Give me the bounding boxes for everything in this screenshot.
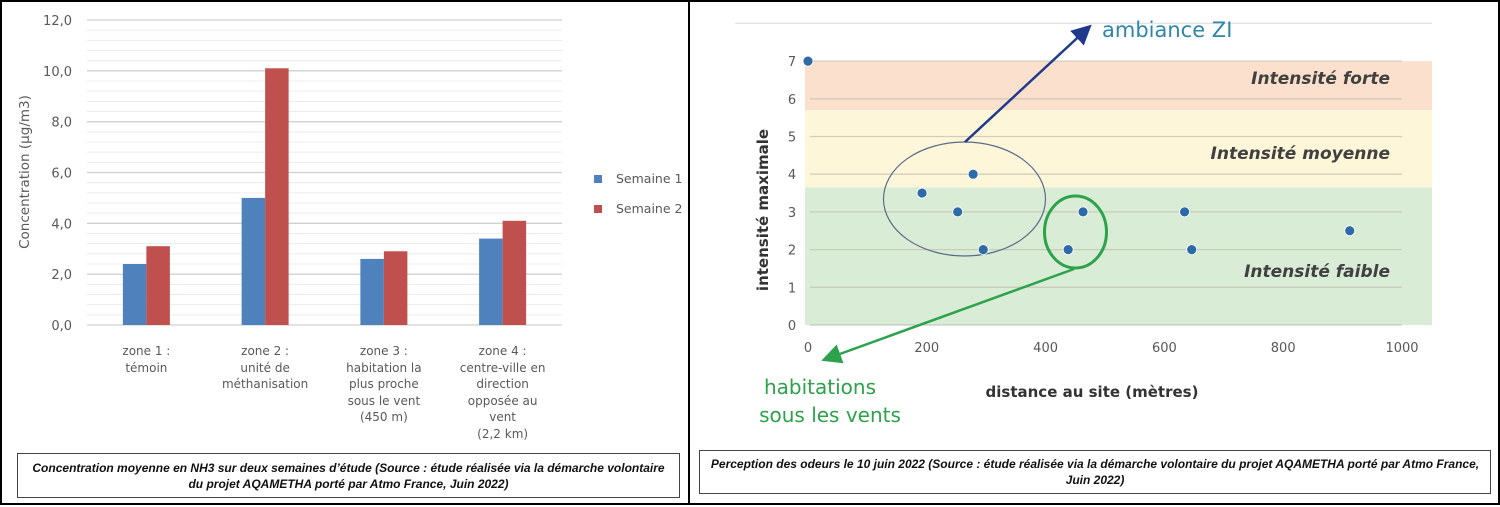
data-point <box>952 206 964 218</box>
legend-item-semaine-2: Semaine 2 <box>594 201 682 216</box>
x-tick-label: 800 <box>1271 341 1296 356</box>
y-tick-label: 2 <box>788 244 796 259</box>
legend-label-semaine-1: Semaine 1 <box>616 171 683 186</box>
scatter-y-ticks: 0 1 2 3 4 5 6 7 <box>788 55 796 334</box>
habitations-label-line-2: sous les vents <box>759 403 901 427</box>
legend-item-semaine-1: Semaine 1 <box>594 171 682 186</box>
category-label: zone 1 : témoin <box>122 344 171 375</box>
data-point <box>1179 206 1190 218</box>
y-tick-label: 7 <box>788 55 796 70</box>
data-point <box>977 244 989 256</box>
habitations-ellipse <box>1043 194 1108 270</box>
intensity-band <box>805 61 1432 111</box>
x-tick-label: 400 <box>1033 341 1058 356</box>
intensity-band-label: Intensité faible <box>1244 262 1390 282</box>
x-tick-label: 1000 <box>1385 341 1418 356</box>
bar-semaine-2 <box>265 68 289 326</box>
y-tick-label: 4 <box>788 168 796 183</box>
x-tick-label: 0 <box>804 341 812 356</box>
y-tick-label: 12,0 <box>43 14 72 29</box>
intensity-band-labels: Intensité forte Intensité moyenne Intensit… <box>1211 69 1390 282</box>
intensity-band-label: Intensité moyenne <box>1211 144 1390 164</box>
y-tick-label: 0,0 <box>51 319 72 334</box>
bar-semaine-2 <box>502 220 527 325</box>
habitations-label-line-1: habitations <box>764 375 876 399</box>
y-tick-label: 3 <box>788 206 796 221</box>
intensity-band <box>805 187 1432 325</box>
legend-swatch-semaine-1 <box>594 174 602 183</box>
intensity-bands <box>805 61 1432 325</box>
x-tick-label: 600 <box>1152 341 1177 356</box>
bar-chart-caption-text: Concentration moyenne en NH3 sur deux se… <box>32 460 665 491</box>
legend-swatch-semaine-2 <box>594 204 602 213</box>
scatter-points <box>802 55 1356 256</box>
y-tick-label: 0 <box>788 319 796 334</box>
habitations-arrow <box>821 267 1075 364</box>
y-tick-label: 6 <box>788 93 796 108</box>
bar-semaine-1 <box>360 258 384 325</box>
ambiance-zi-ellipse <box>882 141 1047 257</box>
x-tick-label: 200 <box>914 341 939 356</box>
scatter-chart-caption-text: Perception des odeurs le 10 juin 2022 (S… <box>710 457 1480 487</box>
y-tick-label: 5 <box>788 131 796 146</box>
scatter-y-axis-label: intensité maximale <box>754 129 772 291</box>
bar-chart-panel: 0,0 2,0 4,0 6,0 8,0 10,0 12,0 Concentration (µ… <box>0 0 690 505</box>
y-tick-label: 1 <box>788 281 796 296</box>
scatter-x-axis-label: distance au site (mètres) <box>986 383 1199 401</box>
scatter-chart-caption: Perception des odeurs le 10 juin 2022 (S… <box>699 450 1491 494</box>
ambiance-zi-label: ambiance ZI <box>1102 18 1232 42</box>
data-point <box>1077 206 1089 218</box>
scatter-x-ticks: 0 200 400 600 800 1000 <box>804 341 1419 356</box>
scatter-gridlines <box>735 22 1432 326</box>
y-tick-label: 4,0 <box>51 217 72 232</box>
bar-semaine-1 <box>122 264 147 325</box>
y-tick-label: 8,0 <box>51 116 72 131</box>
y-tick-label: 10,0 <box>43 65 72 80</box>
category-label: zone 4 : centre-ville en direction oppos… <box>459 344 546 441</box>
data-point <box>916 187 928 199</box>
bar-chart: 0,0 2,0 4,0 6,0 8,0 10,0 12,0 Concentration (µ… <box>17 14 562 334</box>
category-label: zone 3 : habitation la plus proche sous … <box>346 344 422 424</box>
intensity-band-label: Intensité forte <box>1251 69 1390 89</box>
ambiance-zi-arrow <box>964 24 1092 143</box>
data-point <box>802 55 814 67</box>
bar-chart-bars <box>122 68 527 326</box>
bar-chart-y-axis-label: Concentration (µg/m3) <box>17 95 33 249</box>
bar-chart-caption: Concentration moyenne en NH3 sur deux se… <box>17 453 680 498</box>
legend-label-semaine-2: Semaine 2 <box>616 201 683 216</box>
category-label: zone 2 : unité de méthanisation <box>221 344 309 391</box>
y-tick-label: 2,0 <box>51 268 72 283</box>
y-tick-label: 6,0 <box>51 167 72 182</box>
data-point <box>1344 225 1356 237</box>
scatter-chart-panel: 0 1 2 3 4 5 6 7 0 200 400 600 800 1000 Intensité for… <box>688 0 1500 505</box>
data-point <box>1062 244 1074 256</box>
bar-semaine-1 <box>241 197 266 325</box>
bar-semaine-2 <box>383 251 408 325</box>
data-point <box>967 168 979 180</box>
bar-semaine-1 <box>479 238 503 325</box>
bar-semaine-2 <box>146 246 170 325</box>
bar-chart-y-ticks: 0,0 2,0 4,0 6,0 8,0 10,0 12,0 <box>43 14 72 334</box>
data-point <box>1186 244 1198 256</box>
